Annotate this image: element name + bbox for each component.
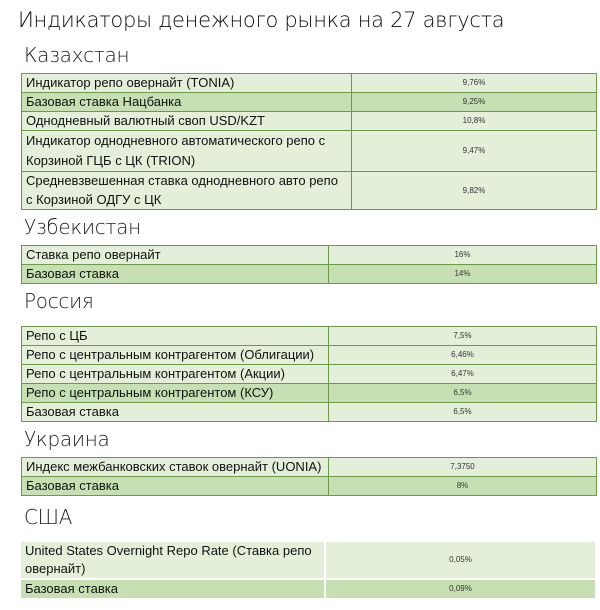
- section-heading-russia: Россия: [24, 289, 94, 313]
- table-usa: United States Overnight Repo Rate (Ставк…: [21, 542, 597, 600]
- section-heading-uzbekistan: Узбекистан: [24, 215, 141, 239]
- row-label: Индикатор репо овернайт (TONIA): [21, 73, 352, 93]
- table-kazakhstan: Индикатор репо овернайт (TONIA) 9,76% Баз…: [21, 73, 597, 210]
- table-ukraine: Индекс межбанковских ставок овернайт (UO…: [21, 457, 597, 496]
- table-row: Средневзвешенная ставка однодневного авт…: [21, 171, 597, 210]
- row-value: 0,09%: [325, 579, 597, 600]
- row-value: 16%: [328, 245, 597, 265]
- row-value: 6,47%: [328, 364, 597, 384]
- row-label: Базовая ставка: [21, 476, 329, 496]
- row-value: 8%: [328, 476, 597, 496]
- page-title: Индикаторы денежного рынка на 27 августа: [18, 8, 505, 32]
- row-label: Базовая ставка: [21, 264, 329, 284]
- table-uzbekistan: Ставка репо овернайт 16% Базовая ставка 14…: [21, 245, 597, 284]
- row-value: 0,05%: [325, 542, 597, 580]
- row-label: Индекс межбанковских ставок овернайт (UO…: [21, 457, 329, 477]
- table-row: United States Overnight Repo Rate (Ставк…: [21, 542, 597, 580]
- row-value: 9,47%: [351, 130, 597, 172]
- row-label: Репо с центральным контрагентом (Облигац…: [21, 345, 329, 365]
- table-row: Базовая ставка Нацбанка 9,25%: [21, 92, 597, 112]
- row-label: Ставка репо овернайт: [21, 245, 329, 265]
- row-value: 7,5%: [328, 326, 597, 346]
- row-value: 6,5%: [328, 383, 597, 403]
- row-label: Репо с центральным контрагентом (Акции): [21, 364, 329, 384]
- row-value: 10,8%: [351, 111, 597, 131]
- row-label: Репо с ЦБ: [21, 326, 329, 346]
- table-row: Ставка репо овернайт 16%: [21, 245, 597, 265]
- table-row: Базовая ставка 8%: [21, 476, 597, 496]
- row-label: Однодневный валютный своп USD/KZT: [21, 111, 352, 131]
- table-row: Базовая ставка 14%: [21, 264, 597, 284]
- section-heading-ukraine: Украина: [24, 427, 110, 451]
- row-label: Репо с центральным контрагентом (КСУ): [21, 383, 329, 403]
- row-label: United States Overnight Repo Rate (Ставк…: [21, 542, 326, 580]
- table-row: Индикатор репо овернайт (TONIA) 9,76%: [21, 73, 597, 93]
- row-value: 9,76%: [351, 73, 597, 93]
- table-row: Индекс межбанковских ставок овернайт (UO…: [21, 457, 597, 477]
- row-label: Базовая ставка Нацбанка: [21, 92, 352, 112]
- row-value: 6,46%: [328, 345, 597, 365]
- section-heading-usa: США: [24, 505, 73, 529]
- row-label: Базовая ставка: [21, 402, 329, 422]
- table-row: Базовая ставка 0,09%: [21, 579, 597, 600]
- row-value: 9,82%: [351, 171, 597, 210]
- table-row: Репо с центральным контрагентом (Акции) 6…: [21, 364, 597, 384]
- row-label: Средневзвешенная ставка однодневного авт…: [21, 171, 352, 210]
- table-row: Индикатор однодневного автоматического р…: [21, 130, 597, 172]
- row-value: 9,25%: [351, 92, 597, 112]
- section-heading-kazakhstan: Казахстан: [24, 43, 130, 67]
- row-value: 7,3750: [328, 457, 597, 477]
- table-row: Репо с центральным контрагентом (КСУ) 6,5…: [21, 383, 597, 403]
- row-label: Индикатор однодневного автоматического р…: [21, 130, 352, 172]
- table-row: Репо с центральным контрагентом (Облигац…: [21, 345, 597, 365]
- row-value: 14%: [328, 264, 597, 284]
- table-russia: Репо с ЦБ 7,5% Репо с центральным контраг…: [21, 326, 597, 422]
- table-row: Репо с ЦБ 7,5%: [21, 326, 597, 346]
- row-label: Базовая ставка: [21, 579, 326, 600]
- table-row: Базовая ставка 6,5%: [21, 402, 597, 422]
- row-value: 6,5%: [328, 402, 597, 422]
- table-row: Однодневный валютный своп USD/KZT 10,8%: [21, 111, 597, 131]
